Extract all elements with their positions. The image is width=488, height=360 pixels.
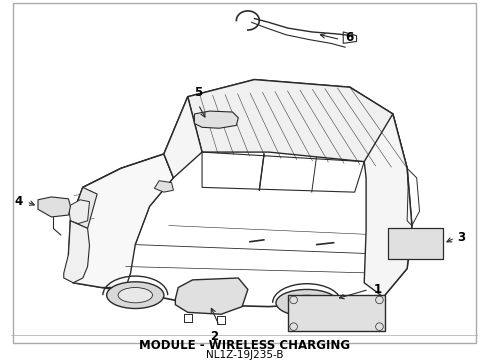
Text: 3: 3 bbox=[457, 231, 465, 244]
Ellipse shape bbox=[275, 289, 337, 316]
Polygon shape bbox=[63, 221, 89, 283]
Text: NL1Z-19J235-B: NL1Z-19J235-B bbox=[205, 350, 283, 360]
Text: 1: 1 bbox=[373, 283, 381, 296]
Polygon shape bbox=[154, 181, 173, 192]
Polygon shape bbox=[187, 80, 407, 168]
Ellipse shape bbox=[118, 288, 152, 303]
Polygon shape bbox=[194, 111, 238, 128]
Ellipse shape bbox=[106, 282, 163, 309]
Bar bbox=[287, 295, 385, 332]
Text: MODULE - WIRELESS CHARGING: MODULE - WIRELESS CHARGING bbox=[139, 339, 349, 352]
Text: 6: 6 bbox=[345, 31, 353, 44]
Text: 4: 4 bbox=[15, 195, 23, 208]
Polygon shape bbox=[68, 80, 411, 307]
Bar bbox=[387, 228, 443, 259]
Polygon shape bbox=[163, 97, 202, 178]
Polygon shape bbox=[70, 154, 173, 288]
Text: 5: 5 bbox=[194, 86, 202, 99]
Ellipse shape bbox=[288, 295, 325, 310]
Polygon shape bbox=[175, 278, 247, 314]
Text: 2: 2 bbox=[210, 330, 218, 343]
Polygon shape bbox=[68, 200, 89, 224]
Polygon shape bbox=[364, 114, 411, 297]
Polygon shape bbox=[70, 188, 97, 228]
Polygon shape bbox=[38, 197, 70, 217]
